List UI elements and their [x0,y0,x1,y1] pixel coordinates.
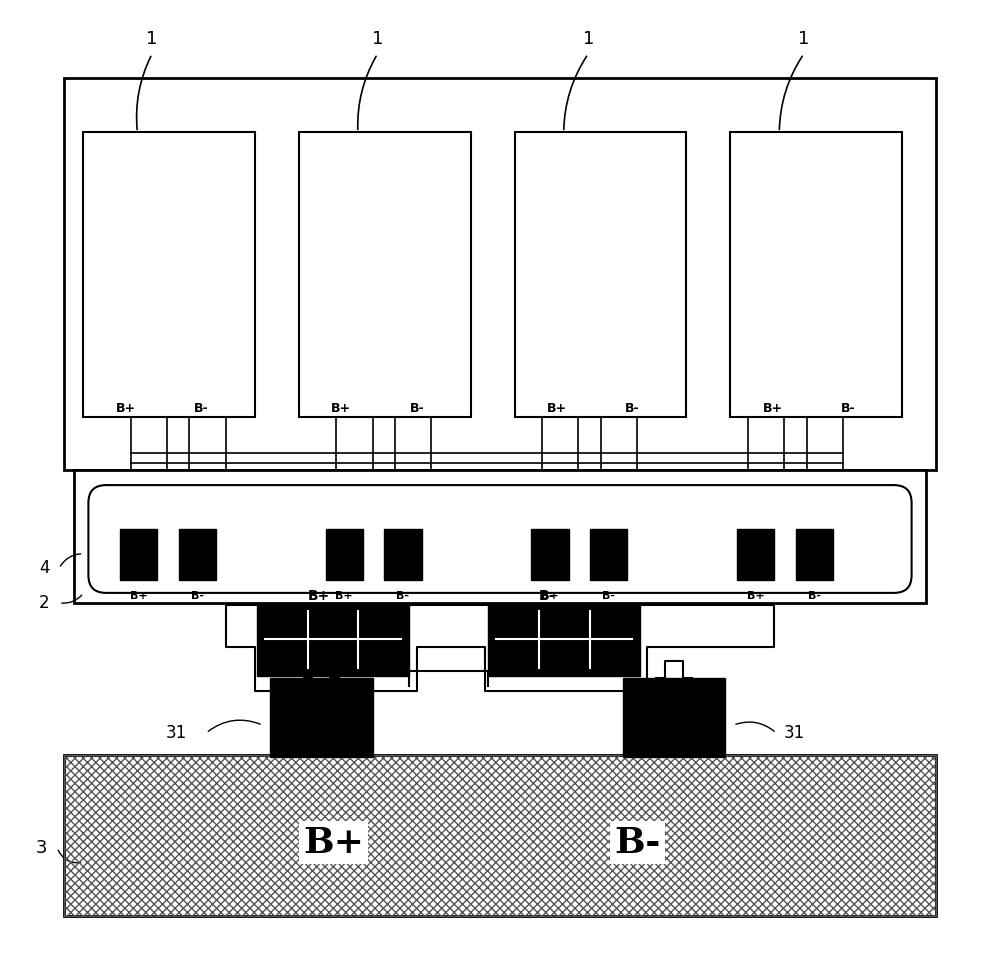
Text: B+: B+ [541,591,559,601]
Bar [257,603,409,676]
Text: B+: B+ [335,591,353,601]
Text: B-: B- [614,826,660,859]
Bar [737,529,774,580]
Text: 2: 2 [39,594,50,612]
Text: B+: B+ [547,402,567,415]
Text: 4: 4 [39,560,50,577]
Text: B+: B+ [331,402,351,415]
FancyBboxPatch shape [88,485,912,593]
Bar [384,529,422,580]
Text: B+: B+ [303,826,364,859]
Bar [120,529,157,580]
Text: 1: 1 [798,30,809,48]
Text: B+: B+ [130,591,147,601]
Bar [74,470,926,603]
Bar [622,678,725,757]
Text: B-: B- [808,591,821,601]
Text: B-: B- [625,402,640,415]
Text: B+: B+ [308,589,330,603]
Text: B+: B+ [762,402,783,415]
Text: B+: B+ [747,591,765,601]
Bar [515,132,686,416]
Bar [730,132,902,416]
Text: B-: B- [539,589,555,603]
Text: 3: 3 [36,839,47,857]
Bar [796,529,833,580]
Text: 1: 1 [583,30,594,48]
Bar [64,78,936,470]
Text: B-: B- [841,402,855,415]
Text: 31: 31 [783,724,805,742]
Bar [179,529,216,580]
Text: B-: B- [602,591,615,601]
Text: B-: B- [191,591,204,601]
Text: 31: 31 [166,724,187,742]
Bar [590,529,627,580]
Bar [83,132,255,416]
Bar [531,529,569,580]
Bar [326,529,363,580]
Text: B+: B+ [116,402,136,415]
Text: B-: B- [396,591,409,601]
Bar [270,678,373,757]
Bar [299,132,471,416]
Bar [64,755,936,916]
Text: B-: B- [194,402,208,415]
Text: B-: B- [409,402,424,415]
Text: 1: 1 [372,30,383,48]
Text: 1: 1 [146,30,158,48]
Bar [64,755,936,916]
Bar [488,603,640,676]
